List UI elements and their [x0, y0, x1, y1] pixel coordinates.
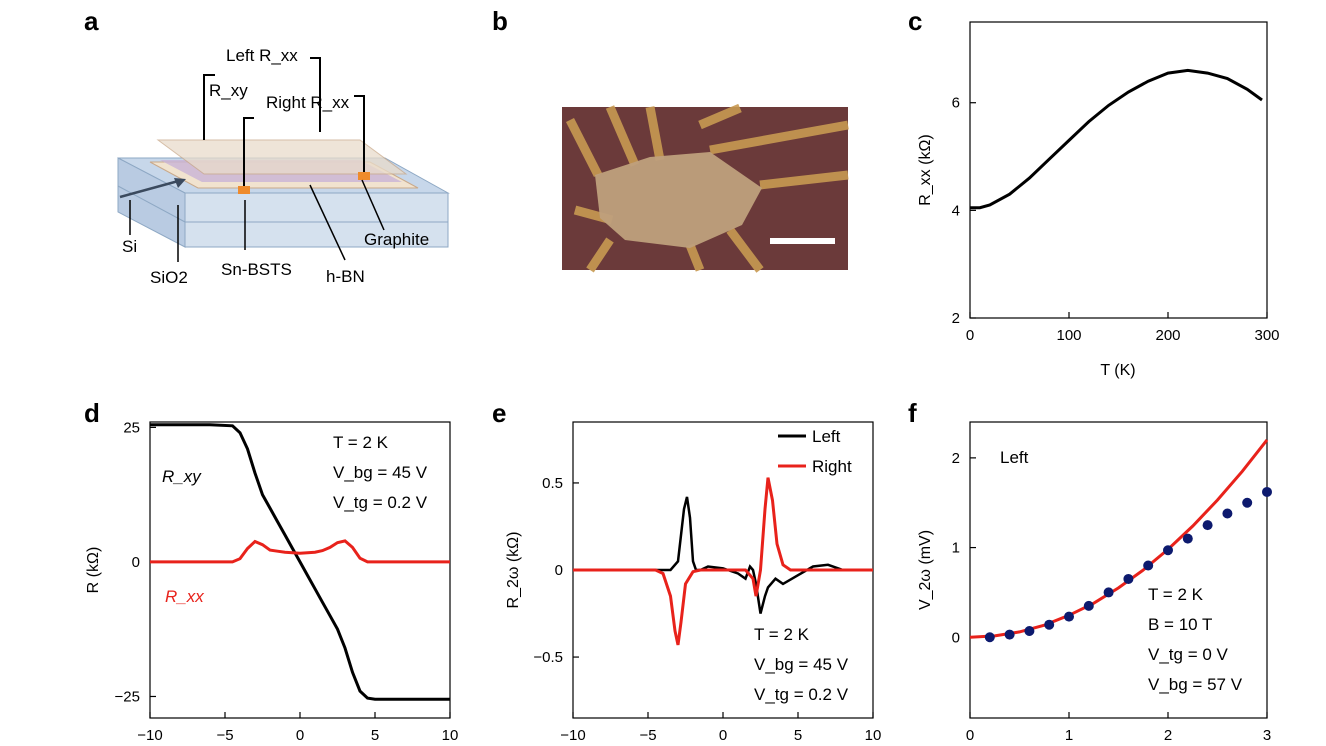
chart-e-xtick-label-3: 5: [794, 727, 802, 744]
chart-f-frame: [969, 421, 1268, 719]
chart-d-label-rxy: R_xy: [162, 467, 202, 486]
chart-e-ytick-label-2: 0.5: [542, 475, 563, 492]
chart-d-label-rxx: R_xx: [165, 587, 204, 606]
chart-e-ylabel: R_2ω (kΩ): [505, 532, 522, 609]
chart-f-point-7: [1123, 573, 1134, 584]
chart-e-series-left: [573, 496, 873, 614]
panel-letter-c: c: [908, 6, 923, 36]
chart-d-ytick-label-2: 25: [123, 419, 140, 436]
chart-f-point-1: [1004, 629, 1015, 640]
chart-d-annot-t: T = 2 K: [333, 433, 389, 452]
label-left-rxx: Left R_xx: [226, 47, 298, 64]
label-hbn: h-BN: [326, 267, 365, 286]
chart-e-xtick-label-4: 10: [865, 727, 882, 744]
panel-letter-e: e: [492, 398, 507, 428]
chart-c-frame: [969, 21, 1268, 319]
chart-d-series-rxy: [150, 423, 450, 701]
chart-c: 0 100 200 300 2 4 6 T (K) R_xx (kΩ): [917, 21, 1280, 379]
chart-c-ylabel: R_xx (kΩ): [917, 134, 934, 206]
panel-letter-a: a: [84, 6, 99, 36]
chart-f-ytick-label-0: 0: [952, 629, 960, 646]
chart-f-point-4: [1064, 611, 1074, 622]
chart-f-point-12: [1222, 508, 1233, 519]
chart-f-ytick-label-2: 2: [952, 450, 960, 467]
chart-e-series-right: [573, 477, 873, 646]
chart-f-series-fit: [969, 438, 1269, 639]
chart-f-point-6: [1103, 587, 1114, 598]
chart-e-annot-vtg: V_tg = 0.2 V: [754, 685, 849, 704]
chart-f-point-10: [1182, 533, 1193, 544]
chart-c-ytick-label-0: 2: [952, 310, 960, 327]
label-right-rxx-text: Right R_xx: [266, 93, 350, 112]
chart-f-annot-b: B = 10 T: [1148, 615, 1212, 634]
label-si: Si: [122, 237, 138, 256]
chart-c-ytick-label-2: 6: [952, 95, 960, 112]
chart-f-annot-vtg: V_tg = 0 V: [1148, 645, 1229, 664]
label-rxy-text: R_xy: [209, 81, 248, 100]
panel-letter-b: b: [492, 6, 508, 36]
chart-f-xtick-label-1: 1: [1065, 727, 1073, 744]
label-sn-bsts: Sn-BSTS: [221, 260, 292, 279]
chart-d-annot-vtg: V_tg = 0.2 V: [333, 493, 428, 512]
chart-f-xtick-label-3: 3: [1263, 727, 1271, 744]
label-rxy: R_xy: [209, 82, 248, 99]
label-sio2: SiO2: [150, 268, 188, 287]
chart-d-ylabel: R (kΩ): [85, 547, 102, 594]
chart-d: −10 −5 0 5 10 −25 0 25 R (kΩ) R_xy R_xx T = 2 K…: [85, 419, 458, 744]
chart-f-point-9: [1163, 545, 1173, 556]
chart-d-series-rxx: [150, 539, 450, 564]
chart-d-xtick-label-3: 5: [371, 727, 379, 744]
chart-f-point-2: [1024, 625, 1035, 636]
chart-c-xlabel: T (K): [1100, 362, 1135, 379]
chart-f-xtick-label-2: 2: [1164, 727, 1172, 744]
chart-f-series-data: [984, 486, 1272, 643]
chart-d-ytick-label-1: 0: [132, 554, 140, 571]
chart-f-point-14: [1262, 486, 1272, 497]
chart-c-series-rxx: [970, 68, 1263, 210]
chart-f-point-5: [1083, 600, 1094, 611]
chart-d-annot-vbg: V_bg = 45 V: [333, 463, 428, 482]
chart-f-point-0: [984, 632, 995, 643]
chart-e-xtick-label-2: 0: [719, 727, 727, 744]
chart-e-legend-right: Right: [812, 457, 852, 476]
label-graphite: Graphite: [364, 230, 430, 249]
chart-d-ticks: −10 −5 0 5 10 −25 0 25: [115, 419, 459, 744]
chart-f-annot-vbg: V_bg = 57 V: [1148, 675, 1243, 694]
chart-f-inset-label: Left: [1000, 448, 1029, 467]
panel-letter-f: f: [908, 398, 917, 428]
label-right-rxx: Right R_xx: [266, 94, 349, 111]
chart-d-xtick-label-0: −10: [137, 727, 162, 744]
chart-e-ytick-label-0: −0.5: [533, 649, 563, 666]
chart-c-xtick-label-1: 100: [1056, 327, 1081, 344]
chart-c-xtick-label-2: 200: [1155, 327, 1180, 344]
chart-d-xtick-label-2: 0: [296, 727, 304, 744]
chart-c-ticks: 0 100 200 300 2 4 6: [952, 95, 1280, 344]
chart-e-ticks: −10 −5 0 5 10 −0.5 0 0.5: [533, 475, 881, 744]
chart-c-ytick-label-1: 4: [952, 202, 960, 219]
chart-f-point-13: [1242, 497, 1253, 508]
chart-e-xtick-label-0: −10: [560, 727, 585, 744]
chart-e-annot-t: T = 2 K: [754, 625, 810, 644]
chart-d-xtick-label-4: 10: [442, 727, 459, 744]
chart-d-ytick-label-0: −25: [115, 688, 140, 705]
chart-f-point-11: [1202, 520, 1213, 531]
chart-e: −10 −5 0 5 10 −0.5 0 0.5 R_2ω (kΩ) Left Right T…: [505, 421, 881, 744]
chart-f-xtick-label-0: 0: [966, 727, 974, 744]
chart-d-xtick-label-1: −5: [216, 727, 233, 744]
label-left-rxx-text: Left R_xx: [226, 46, 298, 65]
chart-f-ylabel: V_2ω (mV): [917, 530, 934, 610]
panel-letter-d: d: [84, 398, 100, 428]
chart-e-annot-vbg: V_bg = 45 V: [754, 655, 849, 674]
chart-f-point-8: [1143, 560, 1154, 571]
chart-c-xtick-label-0: 0: [966, 327, 974, 344]
chart-f-ytick-label-1: 1: [952, 540, 960, 557]
chart-e-ytick-label-1: 0: [555, 562, 563, 579]
chart-e-xtick-label-1: −5: [639, 727, 656, 744]
chart-f-point-3: [1044, 619, 1055, 630]
chart-c-xtick-label-3: 300: [1254, 327, 1279, 344]
chart-e-legend-left: Left: [812, 427, 841, 446]
chart-f-annot-t: T = 2 K: [1148, 585, 1204, 604]
